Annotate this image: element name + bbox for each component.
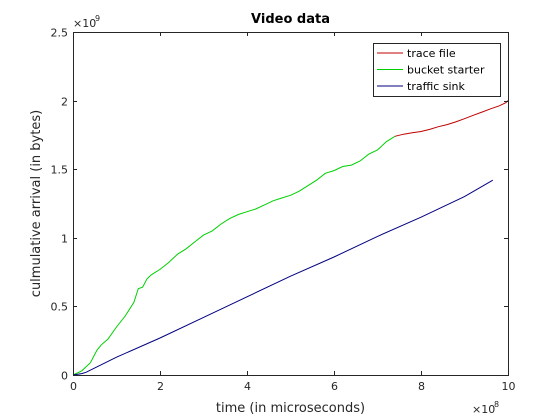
y-tick-label: 0 bbox=[61, 370, 68, 383]
x-multiplier-base: ×10 bbox=[472, 403, 495, 416]
y-multiplier-exponent: 9 bbox=[95, 14, 100, 23]
x-axis-multiplier: ×10 8 bbox=[472, 400, 499, 416]
x-tick-label: 10 bbox=[502, 380, 516, 393]
series-line-bucket-starter bbox=[72, 135, 396, 376]
x-tick-label: 2 bbox=[157, 380, 164, 393]
y-multiplier-base: ×10 bbox=[73, 17, 96, 30]
legend-label-traffic-sink: traffic sink bbox=[407, 80, 466, 93]
series-layer bbox=[72, 100, 509, 376]
axes-box bbox=[73, 32, 509, 376]
y-tick-label: 1 bbox=[61, 233, 68, 246]
series-line-trace-file bbox=[394, 100, 509, 137]
legend-box bbox=[373, 43, 501, 97]
x-tick-label: 8 bbox=[418, 380, 425, 393]
y-axis-multiplier: ×10 9 bbox=[73, 14, 100, 30]
y-tick-label: 1.5 bbox=[51, 164, 69, 177]
legend-label-bucket-starter: bucket starter bbox=[407, 64, 485, 77]
chart-title: Video data bbox=[251, 12, 330, 27]
legend-label-trace-file: trace file bbox=[407, 47, 456, 60]
legend-items: trace file bucket starter traffic sink bbox=[377, 47, 485, 93]
x-multiplier-exponent: 8 bbox=[494, 400, 499, 409]
x-tick-label: 4 bbox=[244, 380, 251, 393]
x-tick-label: 6 bbox=[331, 380, 338, 393]
y-ticks: 0 0.5 1 1.5 2 2.5 bbox=[51, 27, 508, 383]
x-tick-label: 0 bbox=[70, 380, 77, 393]
x-axis-label: time (in microseconds) bbox=[216, 401, 365, 416]
legend: trace file bucket starter traffic sink bbox=[373, 43, 501, 97]
x-ticks: 0 2 4 6 8 10 bbox=[70, 32, 516, 393]
y-tick-label: 2.5 bbox=[51, 27, 69, 40]
y-tick-label: 2 bbox=[61, 96, 68, 109]
y-tick-label: 0.5 bbox=[51, 301, 69, 314]
series-line-traffic-sink bbox=[72, 179, 494, 376]
y-axis-label: culmulative arrival (in bytes) bbox=[29, 110, 44, 297]
